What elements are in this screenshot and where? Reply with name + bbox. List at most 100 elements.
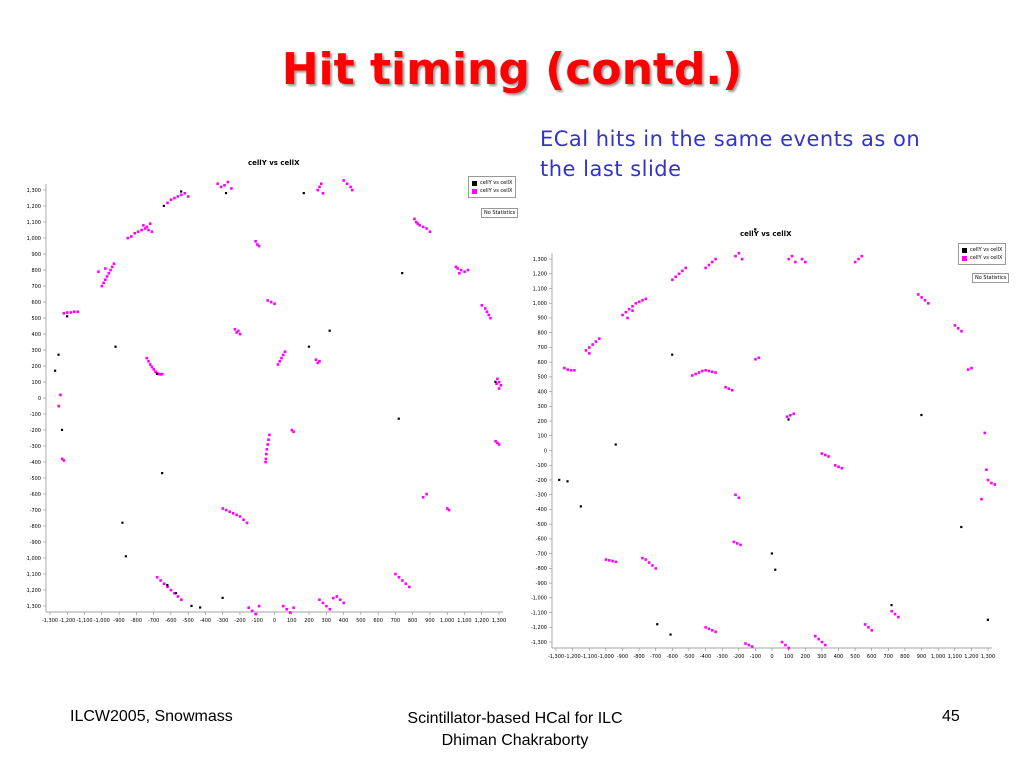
data-point-black [162, 204, 165, 207]
y-tick-label: 100 [537, 434, 547, 440]
data-point-magenta [724, 385, 727, 389]
y-tick-label: -300 [536, 492, 547, 498]
data-point-magenta [789, 413, 792, 417]
x-tick-label: 300 [322, 618, 332, 624]
data-point-magenta [644, 297, 648, 301]
data-point-magenta [607, 559, 611, 562]
data-point-magenta [784, 643, 787, 647]
data-point-magenta [230, 187, 233, 190]
data-point-magenta [890, 609, 894, 613]
data-point-magenta [319, 182, 323, 185]
data-point-magenta [349, 185, 352, 189]
data-point-magenta [112, 262, 116, 265]
y-tick-label: -900 [30, 540, 41, 546]
data-point-magenta [754, 357, 757, 361]
data-point-magenta [710, 260, 714, 264]
data-point-magenta [792, 412, 795, 416]
data-point-magenta [316, 361, 320, 365]
plot-legend: cellY vs cellX cellY vs cellX [468, 176, 517, 198]
y-tick-label: -300 [30, 444, 41, 450]
data-point-magenta [814, 634, 817, 638]
data-point-magenta [173, 196, 176, 200]
data-point-magenta [169, 198, 173, 201]
data-point-magenta [627, 307, 631, 311]
data-point-magenta [180, 193, 183, 197]
x-tick-label: 500 [850, 654, 860, 660]
legend-swatch-magenta [962, 255, 967, 261]
x-tick-label: -100 [750, 654, 761, 660]
data-point-black [180, 190, 183, 193]
y-tick-label: 1,000 [27, 236, 41, 242]
data-point-magenta [790, 254, 794, 258]
data-point-magenta [57, 404, 61, 408]
data-point-magenta [159, 373, 162, 376]
data-point-magenta [983, 431, 987, 435]
x-tick-label: -300 [217, 618, 228, 624]
data-point-magenta [421, 225, 425, 229]
x-tick-label: 1,000 [440, 618, 454, 624]
data-point-magenta [162, 582, 166, 585]
x-tick-label: 400 [339, 618, 349, 624]
data-point-magenta [257, 604, 261, 608]
data-point-magenta [318, 598, 321, 601]
data-point-magenta [641, 556, 644, 560]
data-point-magenta [459, 268, 463, 272]
data-point-magenta [224, 508, 228, 512]
data-point-black [401, 272, 404, 275]
slide-title: Hit timing (contd.) [281, 44, 743, 95]
x-tick-label: 500 [356, 618, 366, 624]
data-point-magenta [335, 595, 339, 598]
data-point-magenta [953, 324, 957, 327]
data-point-magenta [827, 455, 830, 458]
data-point-magenta [397, 576, 401, 579]
data-point-magenta [496, 441, 499, 445]
data-point-magenta [654, 567, 658, 570]
data-point-magenta [817, 637, 820, 641]
data-point-magenta [701, 369, 704, 373]
data-point-magenta [732, 540, 736, 544]
legend-entry: cellY vs cellX [970, 247, 1003, 253]
data-point-black [579, 505, 582, 508]
data-point-magenta [238, 332, 242, 336]
data-point-magenta [126, 236, 130, 240]
y-tick-label: -500 [536, 522, 547, 528]
y-tick-label: 200 [537, 419, 547, 425]
data-point-magenta [714, 257, 717, 261]
data-point-magenta [870, 629, 874, 632]
data-point-black [397, 417, 400, 420]
plot-title: cellY vs cellX [740, 230, 792, 238]
data-point-magenta [840, 466, 844, 470]
data-point-magenta [221, 507, 225, 510]
y-tick-label: 300 [31, 348, 41, 354]
data-point-magenta [342, 601, 345, 605]
x-tick-label: 800 [900, 654, 910, 660]
y-tick-label: 1,100 [27, 220, 41, 226]
data-point-magenta [445, 507, 449, 510]
scatter-plot-right: cellY vs cellX cellY vs cellX cellY vs c… [514, 227, 1012, 670]
x-tick-label: 600 [867, 654, 877, 660]
data-point-magenta [290, 428, 294, 432]
data-point-magenta [563, 366, 566, 370]
x-tick-label: -400 [200, 618, 211, 624]
x-tick-label: 200 [800, 654, 810, 660]
bullet-line-2: the last slide [540, 157, 682, 181]
data-point-magenta [235, 331, 238, 334]
data-point-magenta [152, 368, 156, 371]
x-tick-label: 100 [287, 618, 297, 624]
data-point-black [190, 604, 193, 607]
data-point-magenta [72, 310, 76, 313]
data-point-black [174, 592, 178, 595]
data-point-magenta [145, 356, 149, 360]
data-point-magenta [247, 606, 250, 609]
data-point-magenta [710, 629, 714, 632]
x-tick-label: -1,100 [581, 654, 597, 660]
data-point-black [774, 568, 777, 571]
y-tick-label: -200 [536, 478, 547, 484]
data-point-magenta [133, 232, 137, 235]
data-point-magenta [837, 465, 840, 469]
data-point-magenta [69, 311, 73, 314]
data-point-magenta [897, 615, 900, 619]
data-point-magenta [730, 388, 734, 392]
data-point-magenta [704, 266, 707, 270]
data-point-magenta [292, 606, 295, 609]
